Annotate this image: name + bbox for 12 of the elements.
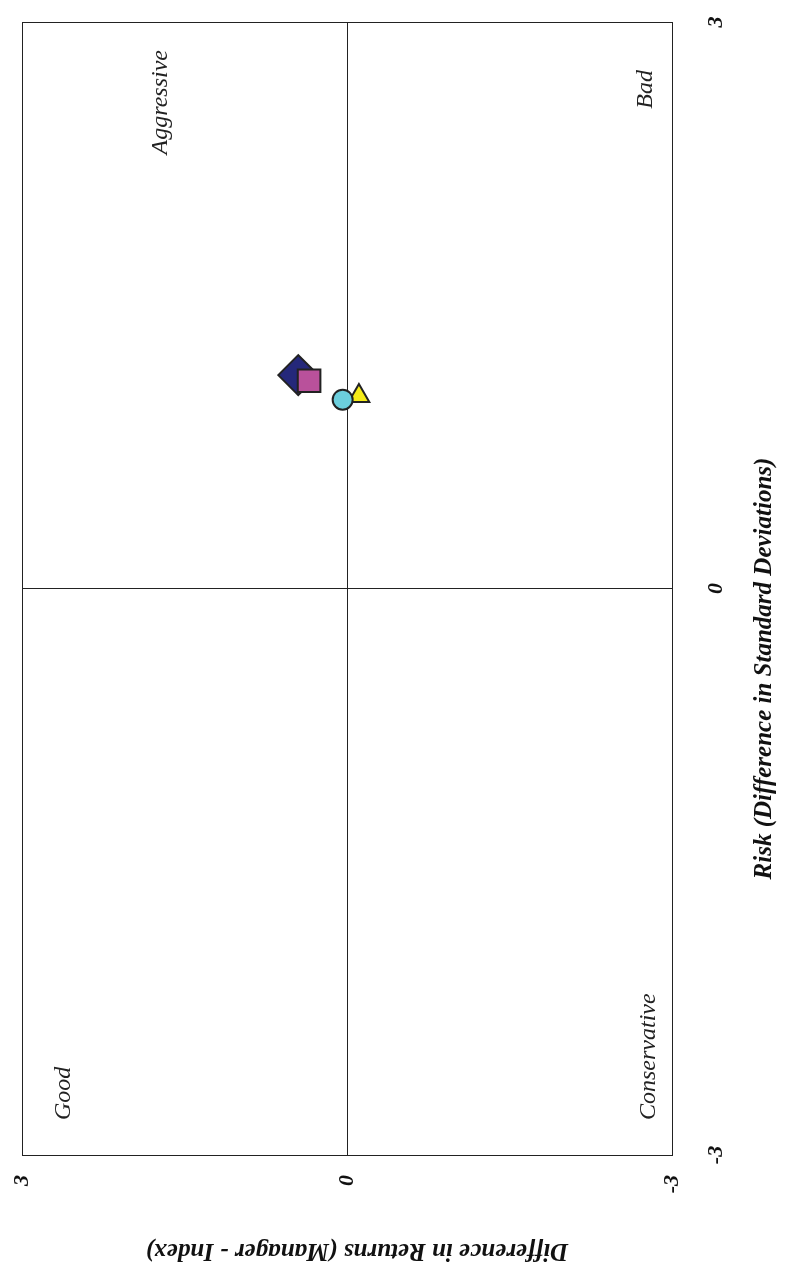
x-tick-label: 0 [332, 1175, 358, 1186]
y-axis-title: Risk (Difference in Standard Deviations) [749, 457, 778, 881]
annotation: Bad [631, 69, 657, 109]
y-tick-label: 0 [701, 583, 727, 594]
x-tick-label: 3 [7, 1175, 33, 1187]
y-tick-label: -3 [701, 1145, 727, 1165]
annotation: Aggressive [146, 49, 172, 157]
annotation: Good [49, 1065, 75, 1120]
y-tick-label: 3 [701, 16, 727, 29]
x-tick-label: -3 [657, 1175, 683, 1194]
x-axis-title: Difference in Returns (Manager - Index) [145, 1237, 570, 1266]
annotation: Conservative [634, 993, 660, 1120]
